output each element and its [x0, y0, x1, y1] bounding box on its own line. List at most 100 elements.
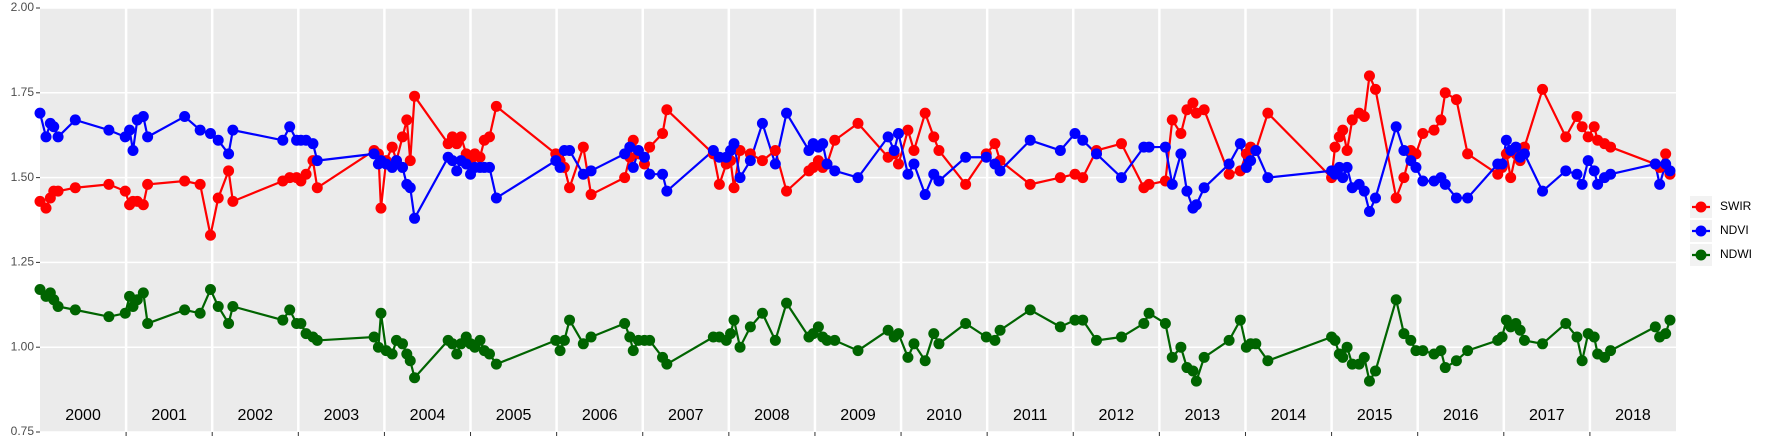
- point: [142, 131, 154, 143]
- year-label: 2015: [1357, 407, 1393, 424]
- point: [194, 124, 206, 136]
- point: [1175, 128, 1187, 140]
- point: [888, 144, 900, 156]
- point: [1190, 199, 1202, 211]
- point: [1405, 334, 1417, 346]
- point: [1576, 178, 1588, 190]
- y-tick-label: 1.25: [11, 255, 35, 269]
- point: [1358, 111, 1370, 123]
- point: [451, 165, 463, 177]
- point: [277, 314, 289, 326]
- point: [624, 331, 636, 343]
- point: [194, 178, 206, 190]
- point: [1054, 144, 1066, 156]
- point: [48, 121, 60, 133]
- point: [179, 175, 191, 187]
- point: [734, 172, 746, 184]
- point: [1054, 321, 1066, 333]
- year-label: 2008: [754, 407, 790, 424]
- point: [1605, 345, 1617, 357]
- point: [908, 158, 920, 170]
- point: [446, 155, 458, 167]
- y-tick-label: 0.75: [11, 424, 35, 438]
- point: [404, 182, 416, 194]
- point: [483, 131, 495, 143]
- point: [1190, 375, 1202, 387]
- year-label: 2000: [65, 407, 101, 424]
- point: [661, 358, 673, 370]
- point: [1166, 351, 1178, 363]
- point: [1369, 365, 1381, 377]
- point: [474, 334, 486, 346]
- point: [124, 124, 136, 136]
- point: [307, 138, 319, 150]
- panel: [40, 8, 1676, 432]
- point: [1496, 331, 1508, 343]
- point: [1660, 148, 1672, 160]
- year-label: 2004: [410, 407, 446, 424]
- point: [1537, 338, 1549, 350]
- point: [1439, 362, 1451, 374]
- point: [1250, 338, 1262, 350]
- point: [550, 334, 562, 346]
- point: [1417, 175, 1429, 187]
- point: [284, 304, 296, 316]
- point: [728, 138, 740, 150]
- point: [829, 134, 841, 146]
- point: [1588, 331, 1600, 343]
- point: [657, 128, 669, 140]
- point: [1398, 144, 1410, 156]
- point: [1198, 182, 1210, 194]
- point: [52, 185, 64, 197]
- point: [1582, 131, 1594, 143]
- point: [1346, 114, 1358, 126]
- point: [1571, 331, 1583, 343]
- point: [1341, 161, 1353, 173]
- point: [908, 338, 920, 350]
- year-label: 2012: [1099, 407, 1135, 424]
- point: [103, 178, 115, 190]
- point: [1329, 141, 1341, 153]
- point: [1660, 328, 1672, 340]
- point: [1115, 172, 1127, 184]
- point: [980, 331, 992, 343]
- point: [1234, 138, 1246, 150]
- year-label: 2016: [1443, 407, 1479, 424]
- point: [769, 158, 781, 170]
- point: [40, 131, 52, 143]
- point: [1649, 321, 1661, 333]
- point: [781, 107, 793, 119]
- point: [1077, 134, 1089, 146]
- point: [386, 348, 398, 360]
- legend-label: NDVI: [1720, 223, 1749, 237]
- point: [769, 144, 781, 156]
- legend-label: SWIR: [1720, 199, 1752, 213]
- point: [1358, 351, 1370, 363]
- point: [1398, 172, 1410, 184]
- point: [1115, 331, 1127, 343]
- point: [1592, 178, 1604, 190]
- point: [756, 117, 768, 129]
- point: [1198, 104, 1210, 116]
- point: [375, 307, 387, 319]
- point: [204, 284, 216, 296]
- point: [397, 161, 409, 173]
- point: [474, 151, 486, 163]
- point: [1576, 355, 1588, 367]
- point: [404, 355, 416, 367]
- point: [311, 182, 323, 194]
- point: [781, 297, 793, 309]
- point: [223, 148, 235, 160]
- point: [882, 131, 894, 143]
- point: [908, 144, 920, 156]
- point: [1560, 165, 1572, 177]
- point: [1363, 206, 1375, 218]
- point: [1091, 334, 1103, 346]
- point: [1576, 121, 1588, 133]
- year-label: 2006: [582, 407, 618, 424]
- point: [52, 300, 64, 312]
- point: [1262, 172, 1274, 184]
- point: [1500, 134, 1512, 146]
- point: [989, 334, 1001, 346]
